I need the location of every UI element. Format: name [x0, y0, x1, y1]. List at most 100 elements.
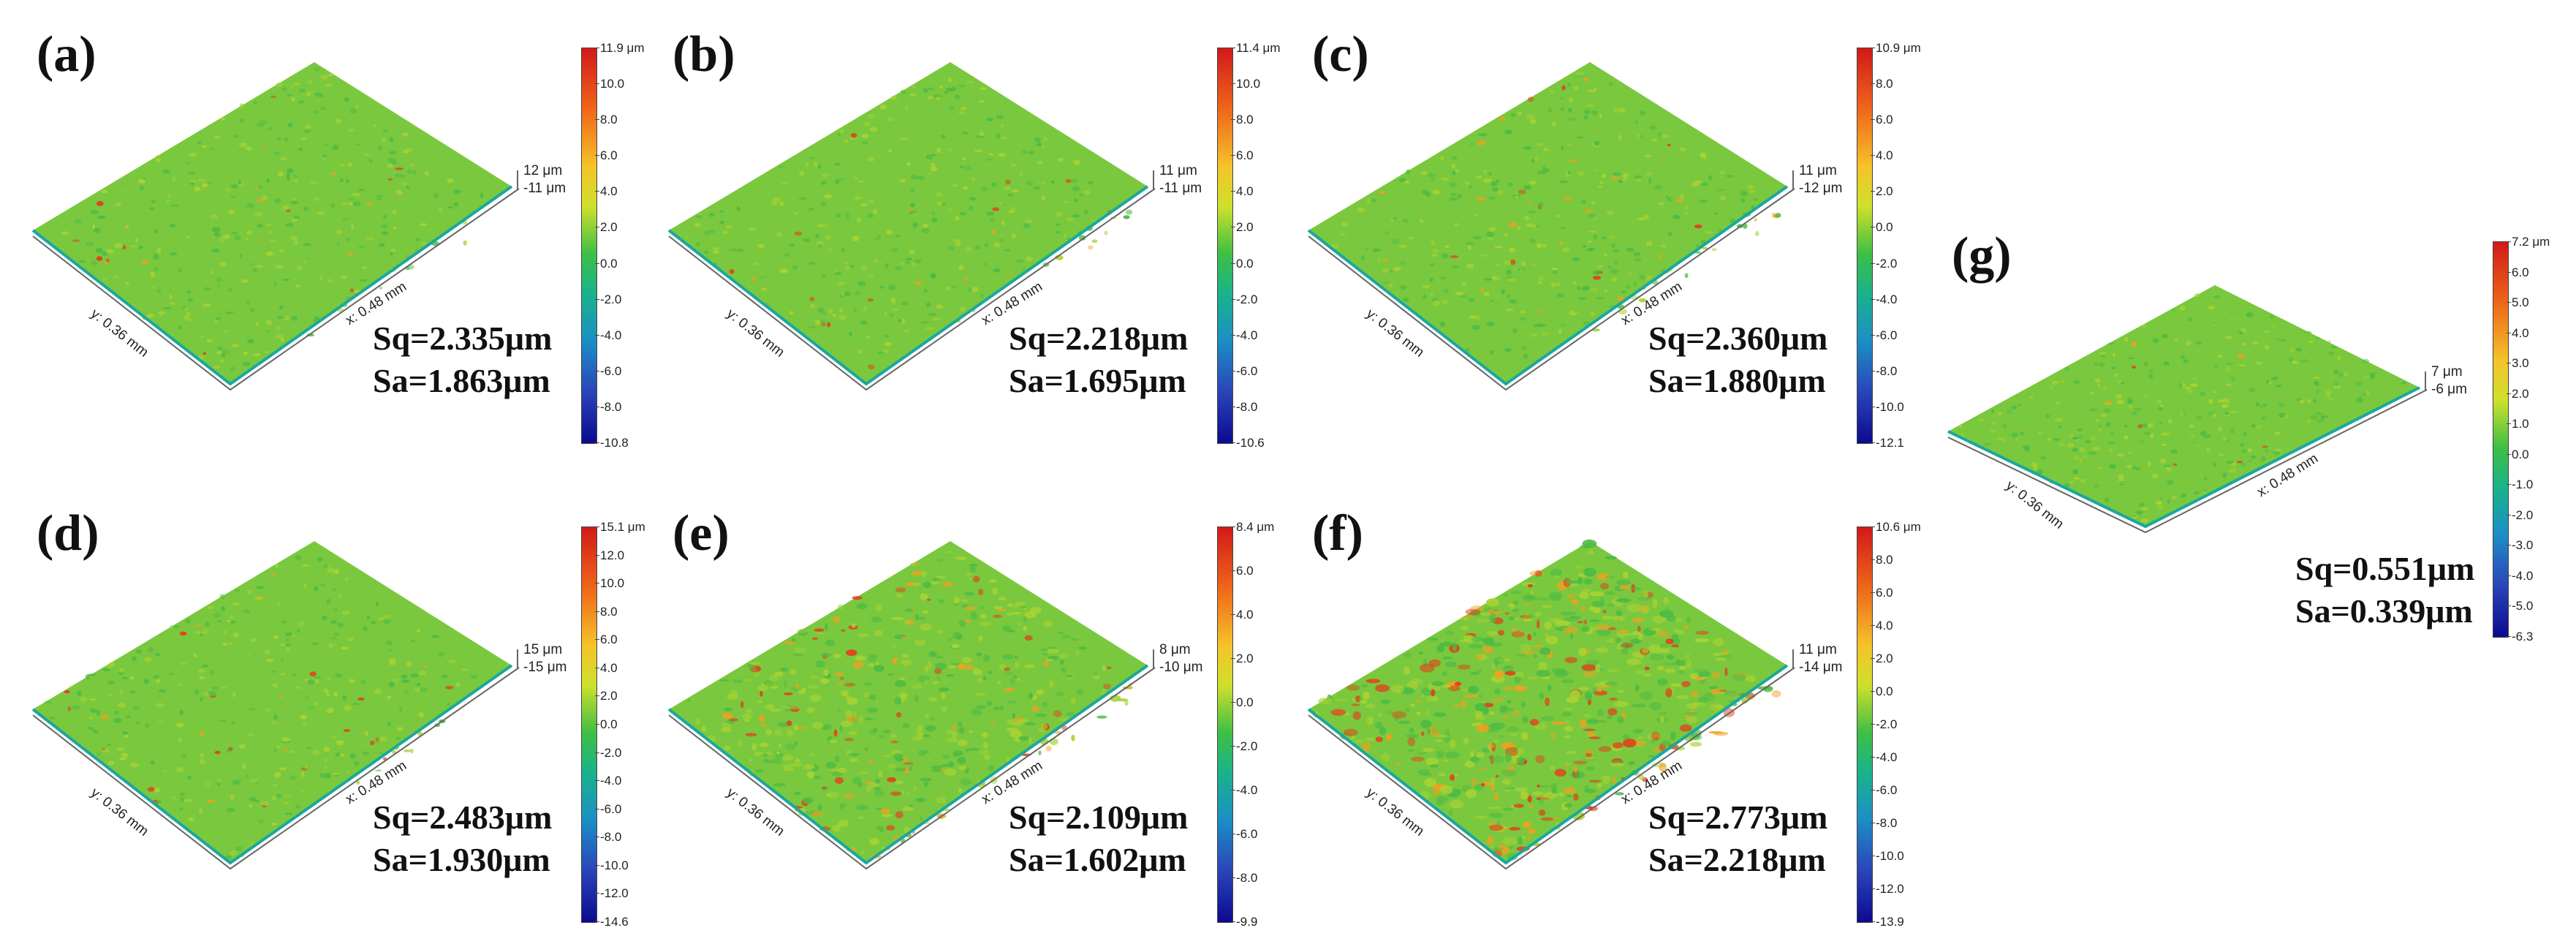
surface-texture: [126, 715, 130, 718]
surface-texture: [1566, 765, 1569, 769]
surface-texture: [960, 212, 967, 215]
surface-texture: [303, 130, 311, 133]
surface-texture: [899, 179, 906, 182]
surface-texture: [1480, 767, 1486, 771]
surface-texture: [726, 225, 732, 228]
surface-texture: [838, 604, 844, 610]
colorbar: [1217, 526, 1233, 923]
surface-texture: [2274, 431, 2281, 435]
colorbar-tick: 8.0: [600, 113, 618, 126]
roughness-values: Sq=0.551μm Sa=0.339μm: [2295, 552, 2474, 637]
surface-texture: [2060, 381, 2064, 383]
colorbar-tick: 6.0: [1876, 113, 1893, 126]
surface-texture: [890, 791, 901, 796]
surface-texture: [946, 738, 958, 742]
surface-texture: [1570, 633, 1573, 639]
surface-texture: [228, 210, 235, 214]
surface-texture: [2099, 467, 2102, 469]
surface-texture: [932, 578, 940, 581]
surface-texture: [2256, 361, 2262, 364]
surface-texture: [1667, 144, 1671, 147]
surface-texture: [1493, 275, 1500, 280]
surface-texture: [1512, 631, 1526, 637]
surface-texture: [2273, 325, 2276, 327]
surface-texture: [2265, 449, 2268, 453]
surface-texture: [1520, 644, 1532, 652]
surface-texture: [825, 624, 828, 631]
surface-texture: [123, 731, 129, 735]
surface-texture: [998, 681, 1001, 685]
surface-texture: [2132, 366, 2136, 369]
surface-texture: [1419, 652, 1424, 654]
surface-texture: [838, 768, 846, 773]
surface-texture: [126, 282, 129, 285]
surface-texture: [327, 677, 331, 680]
surface-texture: [210, 670, 213, 675]
colorbar-tick: -4.0: [1876, 293, 1897, 306]
surface-texture: [1518, 226, 1521, 230]
surface-texture: [1495, 263, 1501, 266]
surface-texture: [164, 770, 167, 773]
surface-texture: [1361, 684, 1368, 687]
surface-texture: [1379, 713, 1382, 717]
surface-texture: [200, 697, 203, 701]
surface-texture: [243, 352, 249, 355]
surface-texture: [1470, 672, 1480, 676]
surface-texture: [1521, 701, 1526, 708]
surface-texture: [763, 680, 773, 686]
surface-texture: [1410, 703, 1414, 707]
surface-texture: [314, 586, 319, 592]
surface-texture: [887, 673, 895, 676]
surface-texture: [1463, 738, 1469, 744]
surface-texture: [1346, 684, 1360, 690]
surface-texture: [1524, 216, 1529, 221]
surface-texture: [914, 563, 920, 565]
surface-texture: [708, 213, 715, 217]
surface-texture: [925, 679, 928, 684]
surface-texture: [845, 262, 849, 265]
surface-texture: [1578, 297, 1586, 299]
surface-texture: [953, 184, 958, 186]
sq-value: Sq=2.360μm: [1648, 322, 1827, 364]
surface-texture: [2190, 383, 2198, 387]
surface-texture: [840, 295, 843, 298]
colorbar-tick: -4.0: [1236, 784, 1257, 796]
surface-texture: [284, 749, 289, 752]
colorbar-tick: -3.0: [2512, 539, 2533, 551]
surface-texture: [1019, 173, 1023, 176]
surface-texture: [448, 660, 457, 664]
surface-texture: [118, 703, 126, 708]
surface-texture: [871, 616, 882, 622]
surface-texture: [794, 792, 801, 795]
surface-texture: [807, 707, 815, 713]
colorbar-tick: -9.9: [1236, 916, 1257, 928]
surface-texture: [1771, 213, 1776, 215]
surface-texture: [1055, 211, 1063, 216]
surface-texture: [230, 621, 236, 624]
surface-texture: [2328, 397, 2334, 401]
surface-texture: [1772, 690, 1781, 698]
surface-texture: [1433, 189, 1441, 195]
surface-texture: [720, 211, 724, 213]
surface-texture: [1632, 703, 1646, 708]
surface-texture: [170, 252, 178, 255]
surface-texture: [287, 173, 290, 178]
surface-texture: [1015, 662, 1020, 668]
surface-texture: [1403, 298, 1409, 302]
surface-texture: [287, 123, 292, 127]
surface-texture: [1067, 217, 1074, 222]
surface-texture: [1504, 348, 1511, 352]
surface-texture: [1579, 592, 1588, 599]
surface-texture: [1530, 719, 1539, 725]
surface-texture: [922, 571, 927, 578]
surface-texture: [1440, 322, 1445, 327]
surface-texture: [367, 615, 371, 619]
colorbar-tick: -4.0: [600, 329, 621, 341]
surface-texture: [1393, 267, 1401, 271]
surface-texture: [1382, 268, 1390, 273]
surface-texture: [1019, 736, 1029, 741]
surface-texture: [274, 282, 278, 287]
surface-texture: [1609, 235, 1616, 239]
surface-texture: [2241, 450, 2248, 453]
surface-texture: [409, 164, 414, 167]
